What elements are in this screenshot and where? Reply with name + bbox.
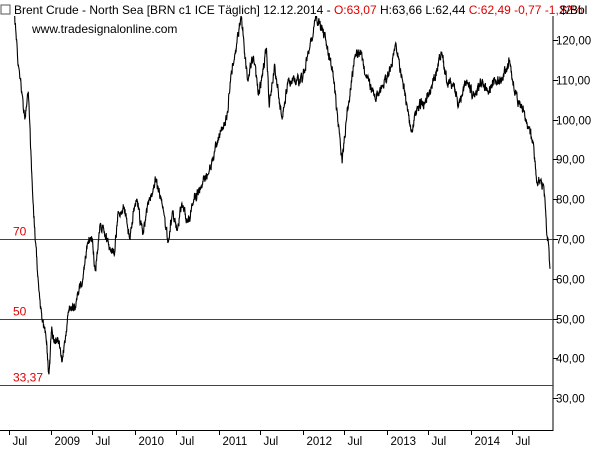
chart-title: Brent Crude - North Sea [BRN c1 ICE Tägl… — [14, 3, 583, 17]
watermark-text: www.tradesignalonline.com — [31, 22, 177, 36]
y-tick-label: 70,00 — [556, 235, 585, 247]
low-value: L:62,44 — [425, 3, 465, 17]
y-tick-label: 80,00 — [556, 195, 585, 207]
price-series-line — [14, 16, 551, 375]
y-tick-label: 40,00 — [556, 354, 585, 366]
x-tick-label: 2012 — [307, 436, 333, 448]
y-tick-label: 30,00 — [556, 394, 585, 406]
x-tick-label: 2014 — [475, 436, 501, 448]
x-tick-label: 2013 — [391, 436, 417, 448]
x-axis: Jul 2009 Jul 2010 Jul 2011 Jul 2012 Jul 2013 Jul 20… — [9, 430, 531, 448]
y-tick-label: 60,00 — [556, 275, 585, 287]
y-tick-label: 90,00 — [556, 155, 585, 167]
x-tick-label: Jul — [96, 436, 111, 448]
x-tick-label: 2009 — [55, 436, 81, 448]
y-tick-label: 120,00 — [556, 36, 591, 48]
close-value: C:62,49 -0,77 -1,22% — [469, 3, 583, 17]
y-tick-label: 110,00 — [556, 76, 590, 88]
x-tick-label: Jul — [264, 436, 279, 448]
y-axis-unit: $/Bbl — [560, 3, 587, 17]
series-group — [14, 16, 551, 375]
x-tick-label: Jul — [348, 436, 363, 448]
y-tick-label: 100,00 — [556, 116, 591, 128]
x-tick-label: Jul — [432, 436, 447, 448]
x-tick-label: 2010 — [139, 436, 165, 448]
x-tick-label: Jul — [516, 436, 531, 448]
checkbox-icon[interactable] — [0, 4, 11, 15]
reference-line-label: 50 — [13, 305, 27, 319]
y-tick-label: 50,00 — [556, 315, 585, 327]
high-value: H:63,66 — [380, 3, 422, 17]
x-tick-label: Jul — [13, 436, 28, 448]
y-axis: 30,00 40,00 50,00 60,00 70,00 80,00 90,00 100,0… — [553, 36, 591, 406]
reference-line-label: 70 — [13, 225, 27, 239]
reference-line-label: 33,37 — [13, 371, 43, 385]
title-prefix: Brent Crude - North Sea [BRN c1 ICE Tägl… — [14, 3, 331, 17]
open-value: O:63,07 — [334, 3, 377, 17]
x-tick-label: Jul — [180, 436, 195, 448]
x-tick-label: 2011 — [223, 436, 248, 448]
